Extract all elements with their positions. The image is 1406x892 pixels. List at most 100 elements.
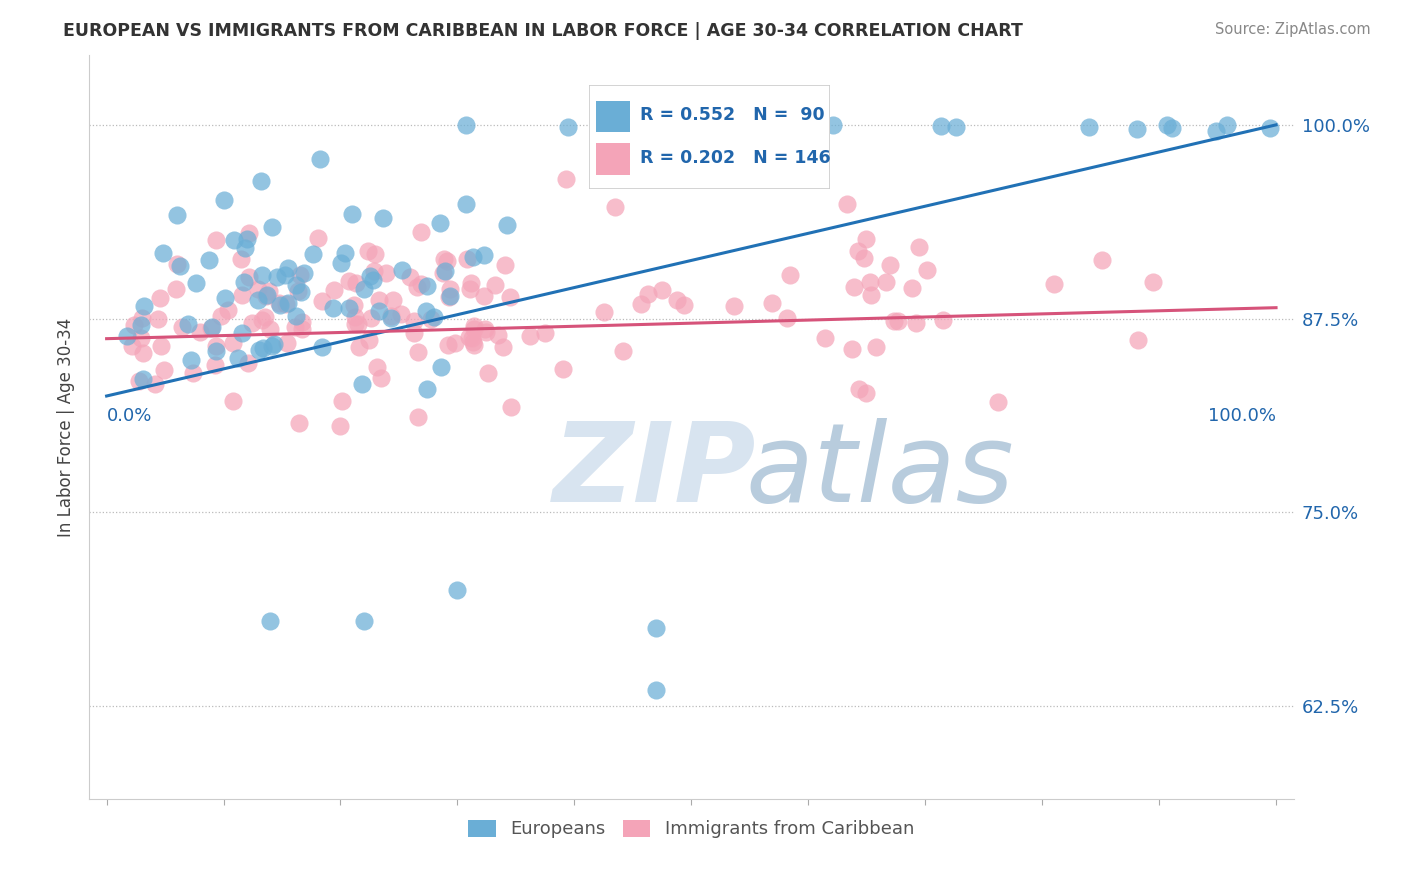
Point [221,335,243,350]
Point [796,118,818,132]
Point [340,207,363,221]
Point [637,286,659,301]
Point [717,119,740,133]
Point [534,326,557,341]
Text: 0.0%: 0.0% [107,407,152,425]
Point [415,303,437,318]
Point [477,366,499,380]
Point [231,288,253,302]
Point [380,309,402,323]
Point [1216,118,1239,132]
Point [254,288,277,302]
Point [883,314,905,328]
Point [370,370,392,384]
Point [1205,124,1227,138]
Point [433,264,456,278]
Point [307,230,329,244]
Point [363,264,385,278]
Point [266,270,288,285]
Point [344,317,367,331]
Point [371,211,394,225]
Point [484,278,506,293]
Point [461,331,484,345]
Point [366,359,388,374]
Point [437,291,460,305]
Point [494,258,516,272]
Point [205,343,228,358]
Point [429,360,451,375]
Point [269,296,291,310]
Point [229,252,252,266]
Point [153,362,176,376]
Point [233,241,256,255]
Point [200,320,222,334]
Point [1043,277,1066,291]
Point [404,314,426,328]
Point [277,296,299,310]
Point [463,322,485,336]
Legend: Europeans, Immigrants from Caribbean: Europeans, Immigrants from Caribbean [461,813,921,846]
Point [246,282,269,296]
Point [329,418,352,433]
Point [837,197,859,211]
Point [238,269,260,284]
Point [456,118,478,132]
Point [374,266,396,280]
Point [344,276,367,290]
Text: atlas: atlas [745,418,1014,525]
Point [247,343,270,357]
Point [277,260,299,275]
Point [859,288,882,302]
Point [382,293,405,308]
Point [134,299,156,313]
Point [252,341,274,355]
Point [496,218,519,232]
Point [432,266,454,280]
Point [416,279,439,293]
Point [131,311,153,326]
Point [226,351,249,366]
Point [254,310,277,324]
Point [143,376,166,391]
Point [463,319,485,334]
Point [290,285,312,300]
Point [553,362,575,376]
Point [201,320,224,334]
Point [460,276,482,290]
Point [364,247,387,261]
Point [406,280,429,294]
Point [456,252,478,266]
Point [311,340,333,354]
Point [612,344,634,359]
Point [301,246,323,260]
Point [344,310,367,325]
Point [311,293,333,308]
Point [347,318,370,332]
Point [250,268,273,282]
Point [260,219,283,234]
Point [361,273,384,287]
Point [250,313,273,327]
Point [645,683,668,698]
Point [492,339,515,353]
Point [779,268,801,282]
Point [875,275,897,289]
Point [486,327,509,342]
Point [463,338,485,352]
Point [917,263,939,277]
Point [406,410,429,425]
Point [1077,120,1099,134]
Point [380,310,402,325]
Point [291,315,314,329]
Point [592,305,614,319]
Point [122,318,145,332]
Point [357,333,380,347]
Point [186,276,208,290]
Point [284,320,307,334]
Point [152,246,174,260]
Point [1156,118,1178,132]
Point [181,366,204,380]
Point [855,385,877,400]
Point [170,319,193,334]
Point [630,297,652,311]
